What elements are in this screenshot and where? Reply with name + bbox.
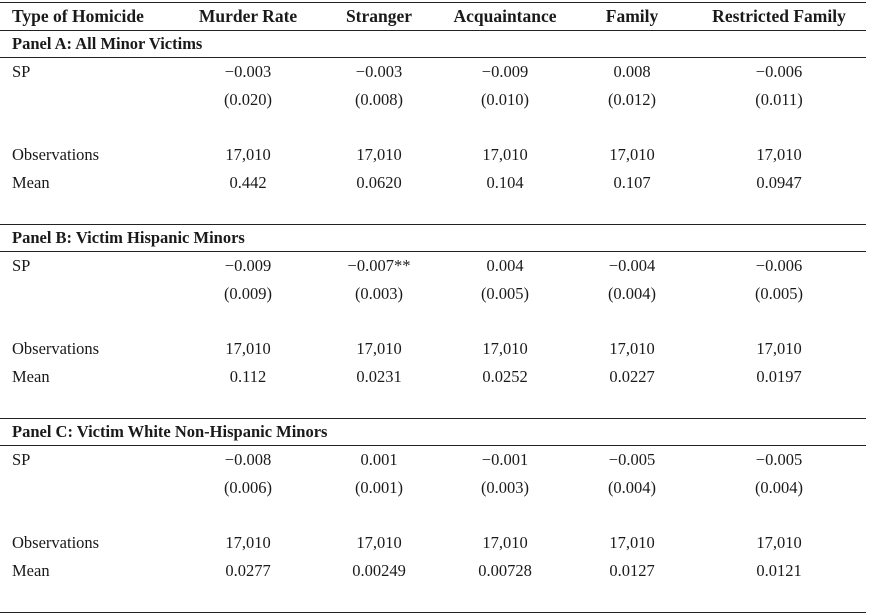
table-cell: −0.007**: [347, 256, 411, 275]
row-label-mean: Mean: [12, 173, 50, 192]
table-header: Type of Homicide Murder Rate Stranger Ac…: [0, 0, 872, 30]
table-cell: 17,010: [756, 339, 802, 358]
header-acquaintance: Acquaintance: [453, 6, 557, 26]
row-label-sp: SP: [12, 450, 31, 469]
table-cell: 0.004: [486, 256, 524, 275]
header-murder-rate: Murder Rate: [198, 6, 298, 26]
table-cell: 17,010: [356, 145, 402, 164]
table-cell: −0.005: [608, 450, 656, 469]
row-label-observations: Observations: [12, 533, 100, 552]
row-label-observations: Observations: [12, 339, 100, 358]
table-cell: −0.004: [608, 256, 656, 275]
table-cell: −0.006: [755, 62, 803, 81]
table-cell: 0.001: [360, 450, 398, 469]
table-cell: (0.009): [223, 284, 273, 303]
table-cell: 17,010: [482, 339, 528, 358]
table-cell: 0.0277: [225, 561, 271, 580]
table-cell: 17,010: [609, 145, 655, 164]
table-cell: (0.010): [480, 90, 530, 109]
panel-rule-top: [0, 418, 866, 419]
table-cell: 0.104: [486, 173, 524, 192]
table-cell: (0.020): [223, 90, 273, 109]
table-cell: (0.006): [223, 478, 273, 497]
table-cell: −0.003: [224, 62, 272, 81]
table-cell: 17,010: [609, 533, 655, 552]
row-label-sp: SP: [12, 62, 31, 81]
table-cell: 0.112: [229, 367, 267, 386]
table-cell: −0.005: [755, 450, 803, 469]
panel-rule-top: [0, 224, 866, 225]
table-cell: 17,010: [482, 145, 528, 164]
table-cell: (0.004): [607, 478, 657, 497]
table-cell: (0.004): [607, 284, 657, 303]
panel-title: Panel A: All Minor Victims: [12, 34, 203, 53]
table-cell: −0.009: [224, 256, 272, 275]
table-cell: 0.107: [613, 173, 651, 192]
panel-title-rule: [0, 251, 866, 252]
table-cell: 0.0252: [482, 367, 528, 386]
panel-title: Panel B: Victim Hispanic Minors: [12, 228, 245, 247]
table-cell: 0.00249: [352, 561, 406, 580]
row-label-mean: Mean: [12, 561, 50, 580]
table-cell: 17,010: [225, 533, 271, 552]
table-cell: (0.001): [354, 478, 404, 497]
table-cell: (0.003): [480, 478, 530, 497]
header-type-of-homicide: Type of Homicide: [12, 6, 144, 26]
table-cell: 17,010: [356, 533, 402, 552]
table-bottom-rule: [0, 612, 866, 613]
table-cell: −0.006: [755, 256, 803, 275]
table-cell: 0.442: [229, 173, 267, 192]
table-cell: 0.0227: [609, 367, 655, 386]
panel-title-rule: [0, 445, 866, 446]
table-cell: 17,010: [756, 145, 802, 164]
table-cell: (0.012): [607, 90, 657, 109]
table-cell: −0.009: [481, 62, 529, 81]
table-cell: 17,010: [756, 533, 802, 552]
header-stranger: Stranger: [345, 6, 413, 26]
row-label-sp: SP: [12, 256, 31, 275]
table-cell: 0.0127: [609, 561, 655, 580]
table-cell: (0.008): [354, 90, 404, 109]
table-cell: 17,010: [225, 339, 271, 358]
table-cell: 17,010: [225, 145, 271, 164]
table-cell: (0.011): [755, 90, 803, 109]
table-cell: (0.003): [354, 284, 404, 303]
header-family: Family: [605, 6, 659, 26]
table-cell: 17,010: [482, 533, 528, 552]
table-cell: 17,010: [609, 339, 655, 358]
table-cell: (0.004): [754, 478, 804, 497]
table-cell: 0.00728: [478, 561, 532, 580]
table-cell: (0.005): [480, 284, 530, 303]
row-label-mean: Mean: [12, 367, 50, 386]
table-cell: −0.003: [355, 62, 403, 81]
panel-title-rule: [0, 57, 866, 58]
table-cell: −0.001: [481, 450, 529, 469]
table-cell: (0.005): [754, 284, 804, 303]
table-cell: 17,010: [356, 339, 402, 358]
table-cell: 0.0231: [356, 367, 402, 386]
table-cell: 0.0620: [356, 173, 402, 192]
table-cell: 0.0197: [756, 367, 802, 386]
table-cell: 0.0947: [756, 173, 802, 192]
table-cell: 0.0121: [756, 561, 802, 580]
table-cell: −0.008: [224, 450, 272, 469]
panel-rule-top: [0, 30, 866, 31]
panel-title: Panel C: Victim White Non-Hispanic Minor…: [12, 422, 328, 441]
table-top-rule: [0, 2, 866, 3]
row-label-observations: Observations: [12, 145, 100, 164]
header-restricted-family: Restricted Family: [712, 6, 846, 26]
table-cell: 0.008: [613, 62, 651, 81]
